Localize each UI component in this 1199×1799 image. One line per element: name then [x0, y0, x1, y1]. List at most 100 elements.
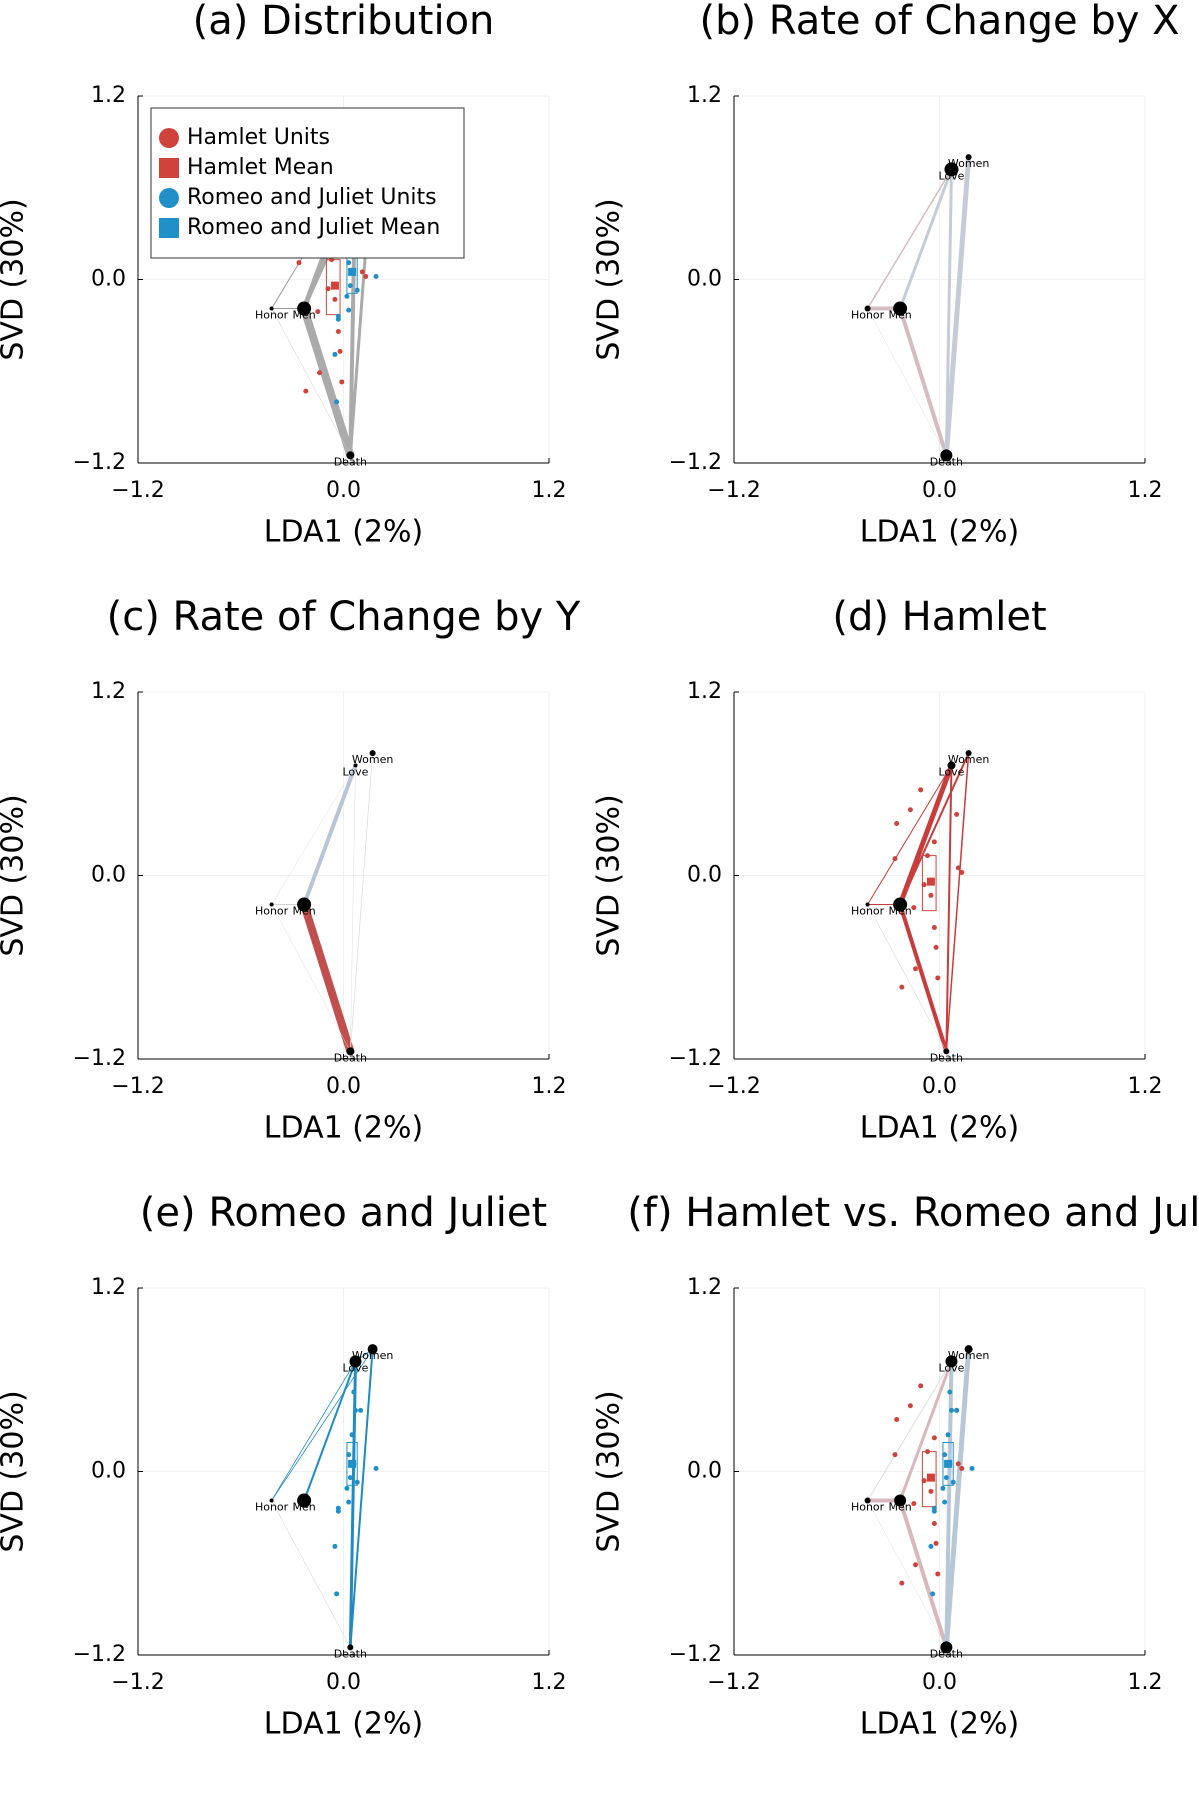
node — [964, 1345, 973, 1354]
y-tick-label: 0.0 — [91, 1459, 126, 1484]
node-label: Death — [930, 1051, 963, 1064]
unit-point — [954, 1407, 960, 1413]
node-label: Honor — [255, 1501, 289, 1514]
panel: (e) Romeo and Juliet SVD (30%) LDA1 (2%) −1… — [0, 1190, 567, 1742]
edge — [349, 752, 374, 1052]
y-tick-label: 0.0 — [91, 863, 126, 888]
y-tick-label: −1.2 — [73, 1642, 126, 1667]
panel-title: (f) Hamlet vs. Romeo and Juliet — [627, 1190, 1199, 1236]
unit-point — [346, 1499, 352, 1505]
mean-marker — [348, 267, 357, 276]
node-label: Honor — [851, 1501, 885, 1514]
y-axis-label: SVD (30%) — [592, 1390, 627, 1552]
edge — [867, 764, 952, 906]
unit-point — [931, 1435, 937, 1441]
unit-point — [303, 388, 309, 394]
legend-label: Hamlet Units — [187, 125, 330, 150]
edge — [271, 1361, 356, 1501]
legend-marker — [159, 188, 179, 208]
node — [367, 1344, 378, 1355]
node-label: Men — [888, 905, 911, 918]
unit-point — [899, 984, 905, 990]
mean-box — [921, 1451, 937, 1508]
y-axis-label: SVD (30%) — [0, 794, 31, 956]
node-label: Death — [334, 455, 367, 468]
edge — [867, 1360, 952, 1502]
edge — [867, 904, 947, 1052]
unit-point — [918, 1383, 924, 1389]
unit-point — [931, 1520, 937, 1526]
edge — [898, 1359, 953, 1503]
panel-title: (d) Hamlet — [832, 594, 1046, 640]
node — [943, 1048, 950, 1055]
panel: (d) Hamlet SVD (30%) LDA1 (2%) −1.2 0.0 1.2 −1… — [592, 594, 1163, 1146]
node-label: Death — [334, 1647, 367, 1660]
panel: (a) Distribution SVD (30%) LDA1 (2%) −1.2 0.… — [0, 0, 567, 550]
edge — [945, 764, 953, 1053]
x-tick-label: 1.2 — [1128, 1074, 1163, 1099]
unit-point — [317, 370, 323, 376]
legend-label: Hamlet Mean — [187, 155, 334, 180]
y-tick-label: 0.0 — [91, 267, 126, 292]
legend-marker — [159, 218, 179, 238]
x-tick-label: 1.2 — [1128, 1670, 1163, 1695]
y-tick-label: 1.2 — [91, 679, 126, 704]
unit-point — [913, 1562, 919, 1568]
edge — [300, 900, 355, 1056]
y-axis-label: SVD (30%) — [592, 198, 627, 360]
y-axis-label: SVD (30%) — [0, 198, 31, 360]
edge — [898, 1498, 949, 1650]
unit-point — [373, 273, 379, 279]
unit-point — [935, 975, 941, 981]
edge — [303, 1360, 357, 1502]
node — [297, 1493, 312, 1508]
unit-point — [358, 1407, 364, 1413]
unit-point — [892, 856, 898, 862]
unit-point — [940, 1485, 946, 1491]
unit-point — [373, 1465, 379, 1471]
edge — [899, 752, 970, 906]
node — [893, 301, 908, 316]
unit-point — [337, 348, 343, 354]
edge — [867, 1500, 947, 1648]
node-label: Women — [948, 753, 989, 766]
x-tick-label: 1.2 — [532, 478, 567, 503]
node-label: Men — [292, 309, 315, 322]
y-tick-label: 0.0 — [687, 267, 722, 292]
node-label: Women — [352, 753, 393, 766]
node-label: Women — [948, 1349, 989, 1362]
unit-point — [335, 328, 341, 334]
node-label: Honor — [851, 905, 885, 918]
node-label: Death — [930, 1647, 963, 1660]
unit-point — [894, 1417, 900, 1423]
node — [349, 1355, 362, 1368]
unit-point — [346, 307, 352, 313]
edge — [897, 762, 954, 908]
node-label: Death — [930, 455, 963, 468]
edge — [271, 308, 351, 456]
x-axis-label: LDA1 (2%) — [264, 1111, 423, 1146]
y-tick-label: 1.2 — [687, 83, 722, 108]
unit-point — [334, 1591, 340, 1597]
node — [947, 761, 956, 770]
unit-point — [296, 260, 302, 266]
unit-point — [935, 1571, 941, 1577]
unit-point — [928, 1543, 934, 1549]
x-tick-label: 0.0 — [326, 478, 361, 503]
edge — [898, 167, 953, 311]
node — [346, 451, 355, 460]
x-tick-label: 0.0 — [922, 1074, 957, 1099]
mean-marker — [330, 281, 339, 290]
unit-point — [907, 807, 913, 813]
edge — [867, 308, 947, 456]
mean-marker — [926, 877, 935, 886]
node-label: Love — [343, 765, 369, 778]
edge — [300, 304, 355, 460]
node — [297, 301, 312, 316]
unit-point — [335, 316, 341, 322]
unit-point — [930, 1591, 936, 1597]
unit-point — [933, 1540, 939, 1546]
node — [297, 897, 312, 912]
edge — [271, 1500, 351, 1648]
